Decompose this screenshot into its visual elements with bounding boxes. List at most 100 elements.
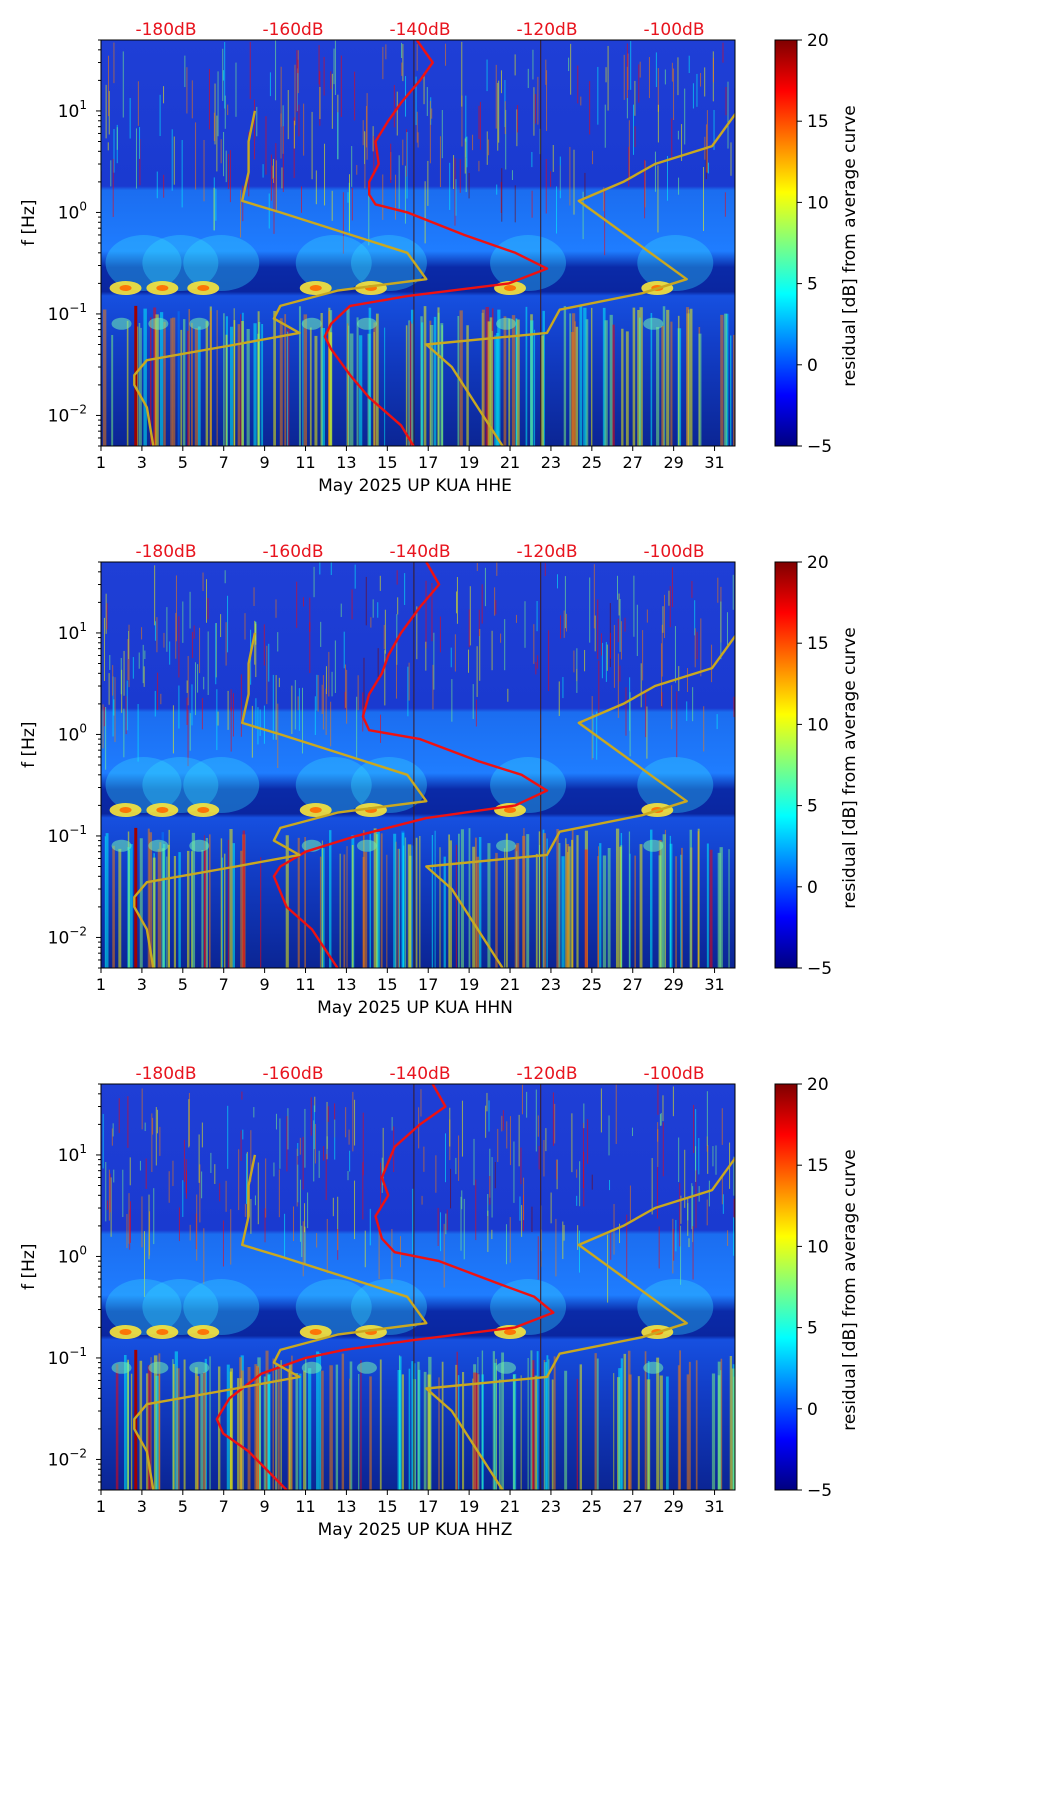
microseism-core [309, 807, 322, 814]
x-tick-label: 1 [96, 975, 106, 994]
x-tick-label: 7 [219, 975, 229, 994]
x-tick-label: 29 [663, 1497, 683, 1516]
db-scale-label: -160dB [262, 542, 323, 562]
x-tick-label: 23 [541, 975, 561, 994]
y-tick-exponent: −1 [69, 823, 87, 837]
y-tick-label: 100 [58, 1243, 87, 1267]
colorbar-tick-label: 15 [807, 634, 829, 654]
db-scale-label: -120dB [516, 20, 577, 40]
microseism-halo [637, 757, 714, 814]
colorbar-tick-label: 20 [807, 553, 829, 573]
average-psd-curve [323, 40, 549, 446]
x-tick-label: 7 [219, 453, 229, 472]
y-tick-label: 10−1 [48, 301, 87, 325]
microseism-core [197, 285, 210, 292]
microseism-core [504, 1329, 517, 1336]
secondary-blob [643, 1361, 664, 1374]
y-tick-base: 10 [58, 102, 80, 122]
y-tick-exponent: −1 [69, 1345, 87, 1359]
y-tick-label: 10−1 [48, 1345, 87, 1369]
colorbar-tick-label: −5 [807, 437, 832, 457]
colorbar-tick-label: 15 [807, 112, 829, 132]
y-tick-label: 100 [58, 721, 87, 745]
db-scale-label: -100dB [643, 542, 704, 562]
microseism-halo [183, 235, 260, 292]
colorbar [774, 1083, 798, 1491]
y-tick-label: 10−2 [48, 924, 87, 948]
microseism-halo [105, 235, 182, 292]
x-tick-label: 7 [219, 1497, 229, 1516]
microseism-halo [295, 757, 372, 814]
y-tick-base: 10 [48, 1450, 70, 1470]
colorbar-tick-label: 0 [807, 356, 818, 376]
secondary-blob [496, 1361, 517, 1374]
noise-model-curve [425, 1156, 735, 1490]
microseism-halo [350, 1279, 427, 1336]
x-tick-label: 1 [96, 1497, 106, 1516]
db-scale-label: -120dB [516, 542, 577, 562]
secondary-blob [356, 317, 377, 330]
y-tick-exponent: 0 [79, 721, 87, 735]
x-tick-label: 25 [582, 453, 602, 472]
x-tick-label: 13 [336, 453, 356, 472]
db-scale-label: -100dB [643, 1064, 704, 1084]
x-tick-label: 17 [418, 975, 438, 994]
x-tick-label: 27 [623, 453, 643, 472]
y-tick-label: 10−2 [48, 1446, 87, 1470]
secondary-blob [111, 839, 132, 852]
secondary-blob [111, 1361, 132, 1374]
y-axis-label: f [Hz] [19, 722, 39, 768]
x-axis-label: May 2025 UP KUA HHN [317, 998, 513, 1018]
colorbar-label: residual [dB] from average curve [840, 1149, 860, 1430]
db-scale-label: -120dB [516, 1064, 577, 1084]
secondary-blob [496, 317, 517, 330]
y-tick-base: 10 [48, 928, 70, 948]
microseism-halo [637, 1279, 714, 1336]
colorbar-label: residual [dB] from average curve [840, 105, 860, 386]
microseism-halo [295, 1279, 372, 1336]
microseism-halo [490, 235, 567, 292]
secondary-blob [643, 317, 664, 330]
microseism-halo [490, 1279, 567, 1336]
secondary-blob [356, 839, 377, 852]
y-tick-base: 10 [58, 1247, 80, 1267]
x-tick-label: 17 [418, 1497, 438, 1516]
spectrogram-field [102, 562, 735, 968]
x-tick-label: 1 [96, 453, 106, 472]
microseism-core [156, 1329, 169, 1336]
colorbar-tick-label: 5 [807, 1319, 818, 1339]
secondary-blob [148, 839, 169, 852]
x-tick-label: 25 [582, 975, 602, 994]
x-tick-label: 21 [500, 453, 520, 472]
x-tick-label: 17 [418, 453, 438, 472]
db-scale-label: -140dB [389, 20, 450, 40]
y-tick-base: 10 [48, 305, 70, 325]
x-tick-label: 5 [178, 453, 188, 472]
y-tick-exponent: 1 [79, 98, 87, 112]
y-tick-exponent: −2 [69, 1446, 87, 1460]
noise-model-curve [133, 1154, 428, 1490]
secondary-blob [643, 839, 664, 852]
x-tick-label: 11 [295, 1497, 315, 1516]
y-tick-exponent: −1 [69, 301, 87, 315]
secondary-blob [189, 1361, 210, 1374]
secondary-blob [301, 317, 322, 330]
x-tick-label: 3 [137, 975, 147, 994]
x-tick-label: 21 [500, 975, 520, 994]
microseism-halo [350, 235, 427, 292]
y-axis-label: f [Hz] [19, 200, 39, 246]
y-tick-exponent: 0 [79, 199, 87, 213]
colorbar-tick-label: −5 [807, 1481, 832, 1501]
noise-model-curve [133, 110, 428, 446]
x-tick-label: 15 [377, 975, 397, 994]
secondary-blob [496, 839, 517, 852]
x-tick-label: 13 [336, 1497, 356, 1516]
microseism-halo [105, 1279, 182, 1336]
y-tick-base: 10 [58, 725, 80, 745]
y-tick-base: 10 [48, 406, 70, 426]
microseism-core [119, 1329, 132, 1336]
x-axis-label: May 2025 UP KUA HHE [318, 476, 512, 496]
colorbar-tick-label: 5 [807, 797, 818, 817]
